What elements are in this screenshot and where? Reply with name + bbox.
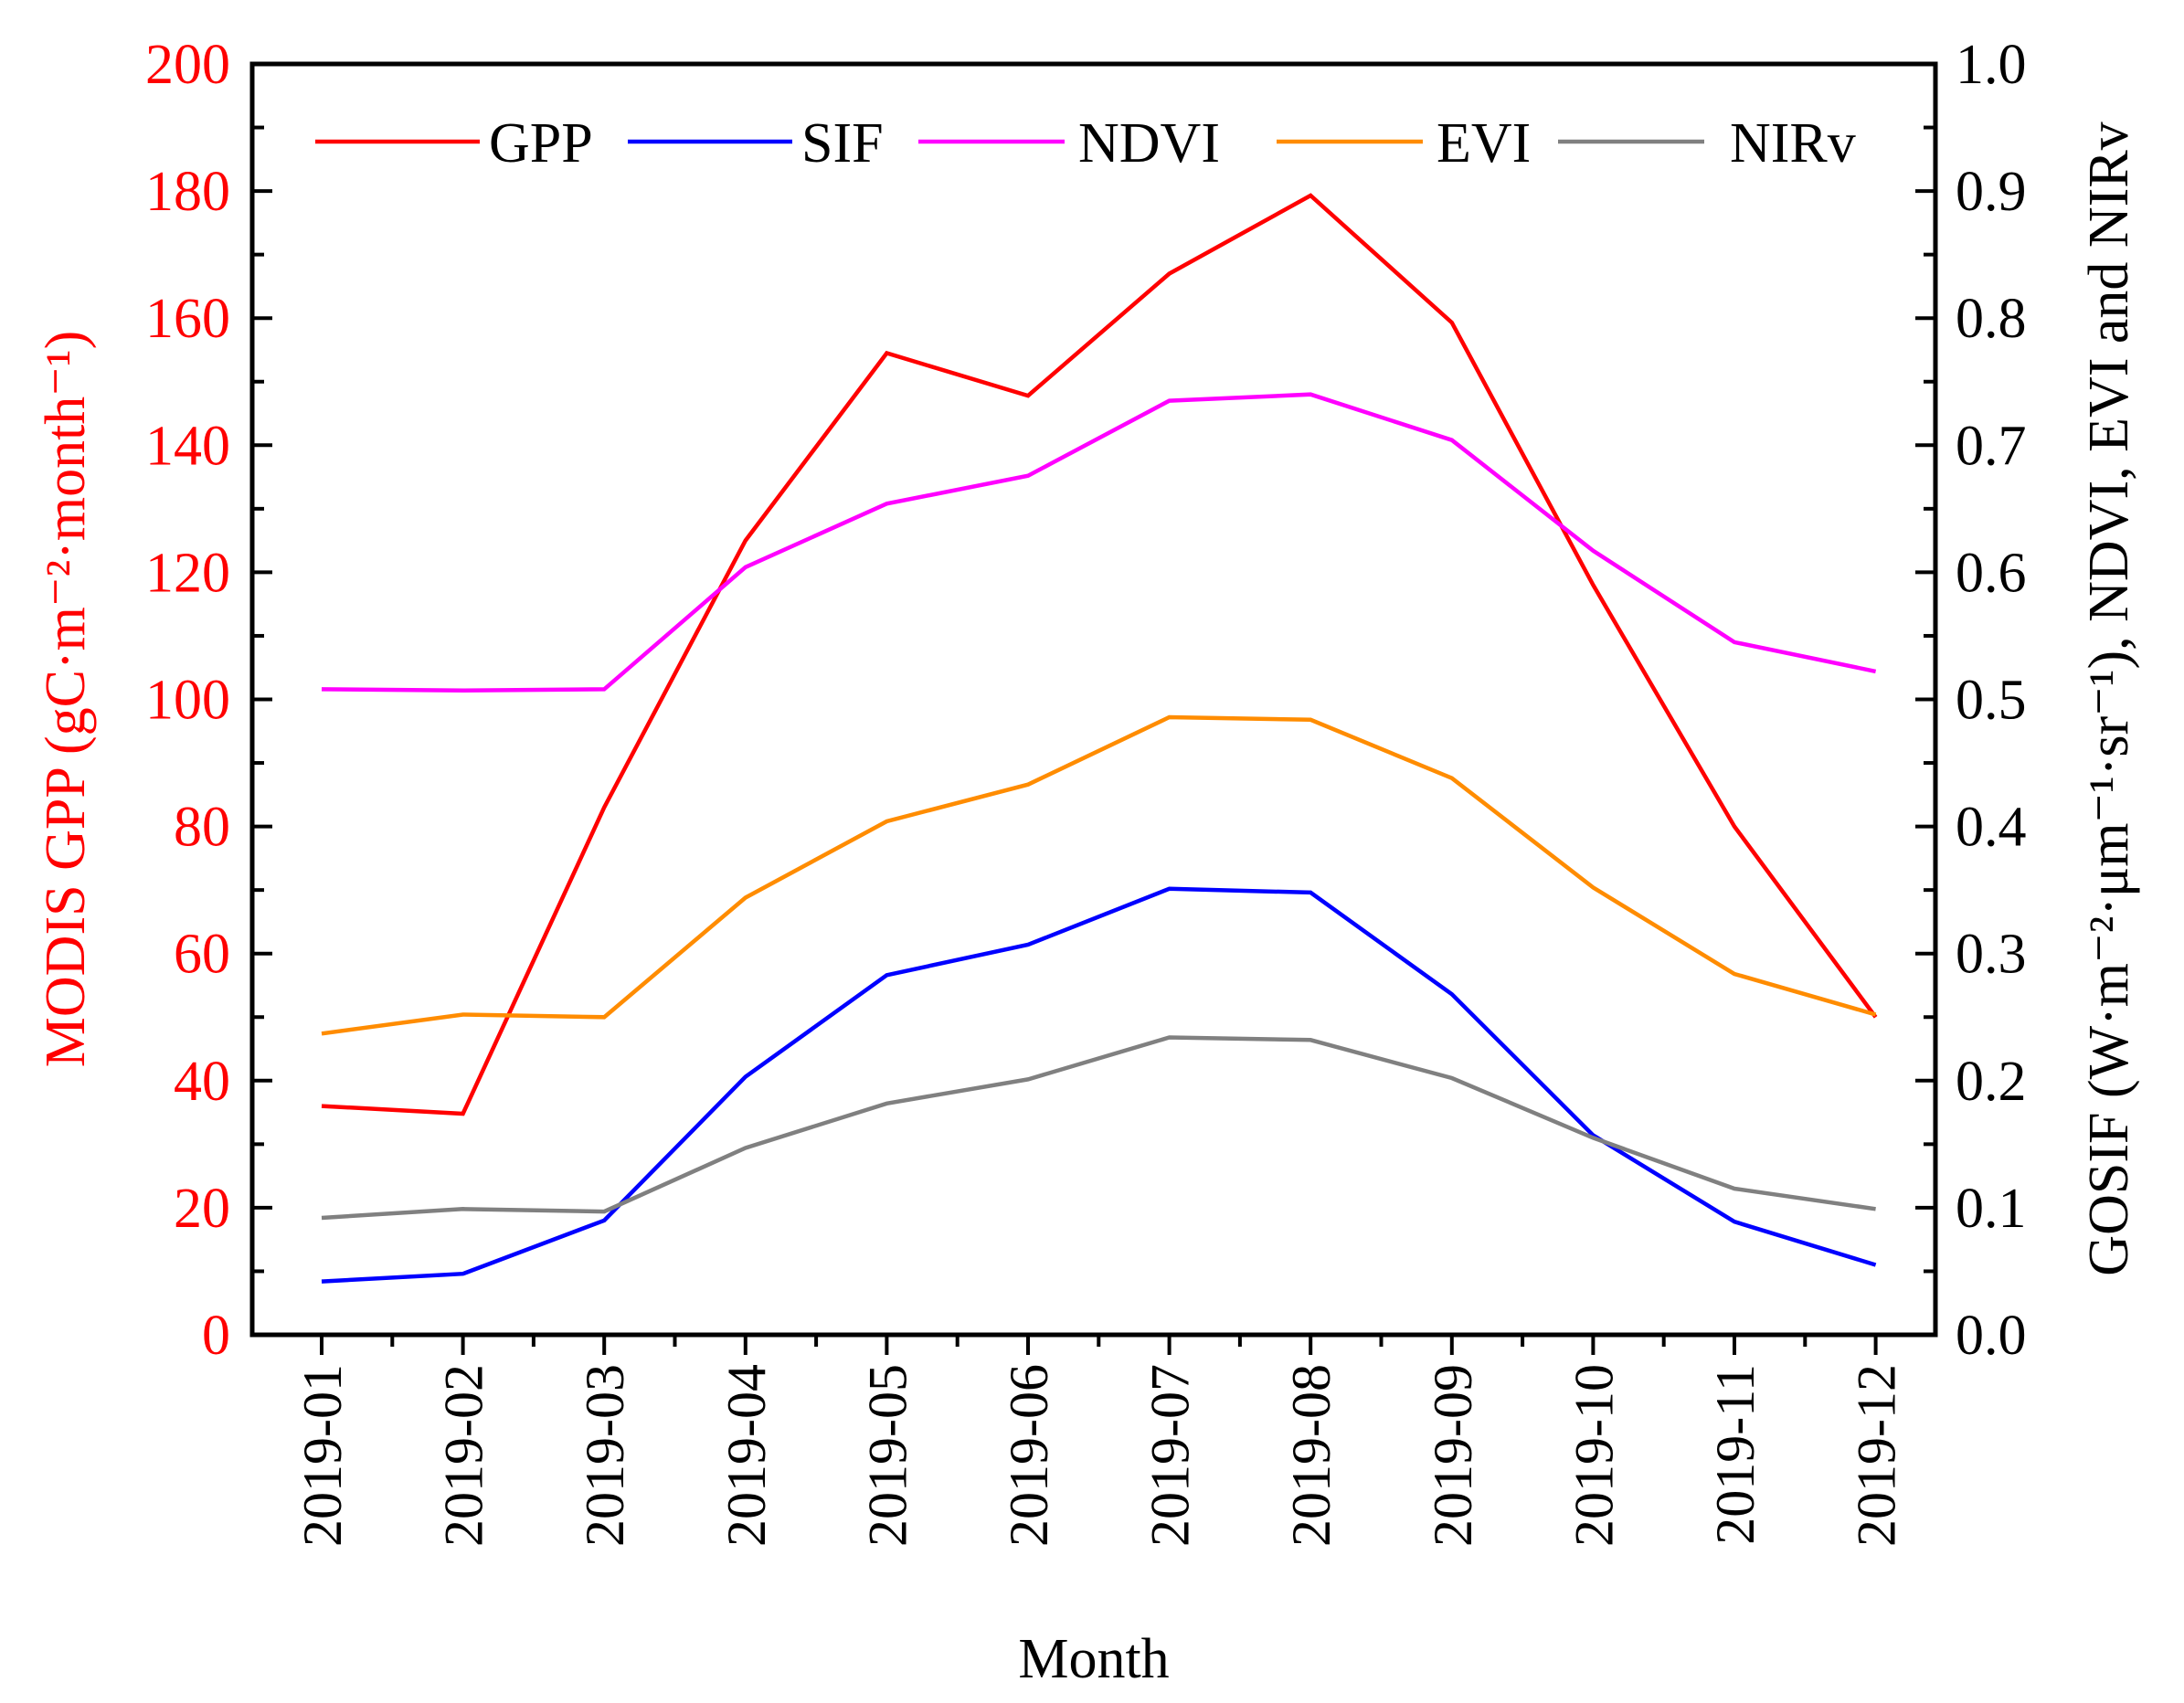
left-tick-label: 60 — [174, 924, 230, 986]
right-tick-label: 0.1 — [1956, 1178, 2027, 1240]
x-tick-label: 2019-08 — [1281, 1364, 1341, 1547]
series-line-gpp — [321, 193, 1878, 1116]
x-tick-label: 2019-06 — [999, 1364, 1059, 1547]
series-line-nirv — [321, 1035, 1876, 1221]
left-tick-label: 100 — [145, 670, 230, 732]
right-tick-label: 0.9 — [1956, 161, 2027, 223]
legend-label-ndvi: NDVI — [1078, 112, 1220, 175]
x-tick-label: 2019-10 — [1564, 1364, 1624, 1547]
left-tick-label: 0 — [202, 1305, 230, 1367]
legend-label-gpp: GPP — [489, 112, 593, 175]
left-tick-label: 20 — [174, 1178, 230, 1240]
right-tick-label: 0.2 — [1956, 1051, 2027, 1113]
x-tick-label: 2019-07 — [1140, 1364, 1201, 1547]
series-line-sif — [321, 886, 1877, 1284]
x-tick-label: 2019-04 — [716, 1364, 777, 1547]
series-line-ndvi — [321, 392, 1877, 693]
left-tick-label: 180 — [145, 161, 230, 223]
right-tick-label: 0.4 — [1956, 797, 2027, 859]
x-axis-title: Month — [1018, 1628, 1169, 1690]
x-tick-label: 2019-01 — [292, 1364, 353, 1547]
right-tick-label: 0.7 — [1956, 415, 2027, 477]
legend-label-evi: EVI — [1437, 112, 1531, 175]
x-tick-label: 2019-02 — [434, 1364, 494, 1547]
right-tick-label: 0.8 — [1956, 288, 2027, 350]
x-tick-label: 2019-03 — [575, 1364, 635, 1547]
right-tick-label: 0.5 — [1956, 670, 2027, 732]
right-tick-label: 0.0 — [1956, 1305, 2027, 1367]
tick-labels: 0 20 40 60 80 100 120 140 160 180 200 0.0 0.1 0.2 0.3 0… — [145, 34, 2027, 1547]
series-layer — [321, 193, 1878, 1284]
plot-frame — [249, 61, 1938, 1338]
legend-label-sif: SIF — [801, 112, 884, 175]
x-tick-label: 2019-11 — [1705, 1364, 1765, 1545]
right-tick-label: 0.3 — [1956, 924, 2027, 986]
left-tick-label: 140 — [145, 415, 230, 477]
right-axis-title: GOSIF (W·m⁻²·μm⁻¹·sr⁻¹), NDVI, EVI and N… — [2078, 122, 2140, 1275]
left-tick-label: 120 — [145, 542, 230, 604]
series-line-evi — [321, 714, 1877, 1036]
legend: GPP SIF NDVI EVI NIRv — [315, 112, 1856, 175]
left-axis-title: MODIS GPP (gC·m⁻²·month⁻¹) — [35, 331, 97, 1067]
x-tick-label: 2019-05 — [857, 1364, 917, 1547]
right-tick-label: 1.0 — [1956, 34, 2027, 96]
left-tick-label: 40 — [174, 1051, 230, 1113]
x-tick-label: 2019-12 — [1847, 1364, 1907, 1547]
right-tick-label: 0.6 — [1956, 542, 2027, 604]
left-tick-label: 200 — [145, 34, 230, 96]
left-tick-label: 80 — [174, 797, 230, 859]
x-tick-label: 2019-09 — [1423, 1364, 1483, 1547]
legend-label-nirv: NIRv — [1730, 112, 1856, 175]
left-tick-label: 160 — [145, 288, 230, 350]
